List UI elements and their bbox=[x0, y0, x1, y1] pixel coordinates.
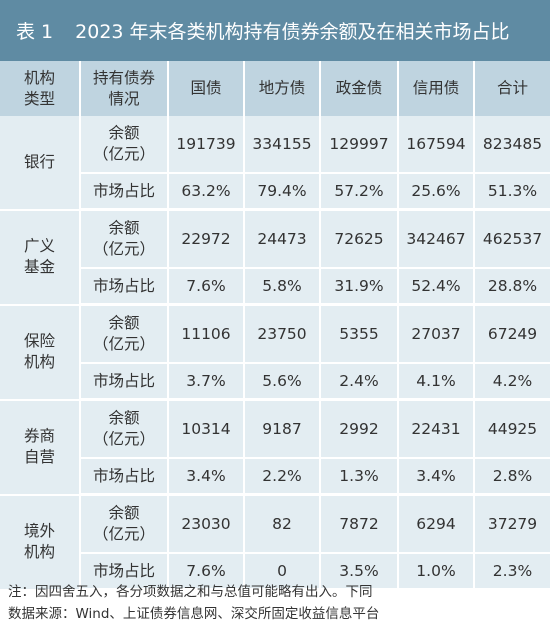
share-cell: 5.6% bbox=[244, 363, 321, 401]
amount-cell: 6294 bbox=[398, 494, 475, 554]
share-cell: 3.7% bbox=[168, 363, 245, 401]
amount-cell: 37279 bbox=[474, 494, 550, 554]
share-cell: 51.3% bbox=[474, 173, 550, 211]
amount-cell: 129997 bbox=[320, 116, 399, 174]
share-cell: 7.6% bbox=[168, 268, 245, 306]
amount-label: 余额 （亿元） bbox=[80, 304, 169, 364]
institution-name: 广义 基金 bbox=[0, 209, 81, 306]
header-institution-type: 机构 类型 bbox=[0, 61, 81, 116]
table-row: 广义 基金 余额 （亿元） 22972 24473 72625 342467 462537 bbox=[0, 209, 550, 306]
amount-cell: 23750 bbox=[244, 304, 321, 364]
amount-cell: 167594 bbox=[398, 116, 475, 174]
table-row: 市场占比 3.7% 5.6% 2.4% 4.1% 4.2% bbox=[0, 363, 550, 401]
share-cell: 5.8% bbox=[244, 268, 321, 306]
share-cell: 4.1% bbox=[398, 363, 475, 401]
amount-cell: 342467 bbox=[398, 209, 475, 269]
header-local-gov: 地方债 bbox=[244, 61, 321, 116]
share-cell: 3.4% bbox=[398, 458, 475, 496]
header-treasury: 国债 bbox=[168, 61, 245, 116]
share-label: 市场占比 bbox=[80, 173, 169, 211]
institution-name: 券商 自营 bbox=[0, 399, 81, 496]
share-cell: 3.5% bbox=[320, 553, 399, 591]
footnote-source: 数据来源：Wind、上证债券信息网、深交所固定收益信息平台 bbox=[8, 606, 380, 622]
share-cell: 1.0% bbox=[398, 553, 475, 591]
institution-name: 保险 机构 bbox=[0, 304, 81, 401]
amount-cell: 823485 bbox=[474, 116, 550, 174]
amount-cell: 22431 bbox=[398, 399, 475, 459]
share-cell: 1.3% bbox=[320, 458, 399, 496]
share-cell: 2.3% bbox=[474, 553, 550, 591]
header-holding-status: 持有债券 情况 bbox=[80, 61, 169, 116]
amount-cell: 27037 bbox=[398, 304, 475, 364]
share-cell: 79.4% bbox=[244, 173, 321, 211]
amount-cell: 9187 bbox=[244, 399, 321, 459]
share-label: 市场占比 bbox=[80, 363, 169, 401]
institution-name: 银行 bbox=[0, 116, 81, 211]
share-cell: 7.6% bbox=[168, 553, 245, 591]
share-cell: 31.9% bbox=[320, 268, 399, 306]
footnote-rounding: 注：因四舍五入，各分项数据之和与总值可能略有出入。下同 bbox=[8, 584, 373, 600]
table-row: 银行 余额 （亿元） 191739 334155 129997 167594 823485 bbox=[0, 116, 550, 211]
table-row: 境外 机构 余额 （亿元） 23030 82 7872 6294 37279 bbox=[0, 494, 550, 591]
amount-cell: 44925 bbox=[474, 399, 550, 459]
institution-name: 境外 机构 bbox=[0, 494, 81, 591]
share-cell: 2.4% bbox=[320, 363, 399, 401]
header-policy-bank: 政金债 bbox=[320, 61, 399, 116]
table-title-bar: 表 1 2023 年末各类机构持有债券余额及在相关市场占比 bbox=[0, 0, 550, 61]
amount-cell: 334155 bbox=[244, 116, 321, 174]
amount-cell: 7872 bbox=[320, 494, 399, 554]
amount-cell: 10314 bbox=[168, 399, 245, 459]
header-total: 合计 bbox=[474, 61, 550, 116]
amount-cell: 72625 bbox=[320, 209, 399, 269]
share-cell: 2.2% bbox=[244, 458, 321, 496]
share-label: 市场占比 bbox=[80, 553, 169, 591]
share-label: 市场占比 bbox=[80, 268, 169, 306]
amount-cell: 191739 bbox=[168, 116, 245, 174]
table-row: 券商 自营 余额 （亿元） 10314 9187 2992 22431 44925 bbox=[0, 399, 550, 496]
footnotes: 注：因四舍五入，各分项数据之和与总值可能略有出入。下同 数据来源：Wind、上证… bbox=[8, 581, 379, 625]
amount-cell: 24473 bbox=[244, 209, 321, 269]
table-row: 市场占比 7.6% 5.8% 31.9% 52.4% 28.8% bbox=[0, 268, 550, 306]
share-cell: 57.2% bbox=[320, 173, 399, 211]
table-number: 表 1 bbox=[16, 21, 54, 43]
amount-cell: 2992 bbox=[320, 399, 399, 459]
table-row: 市场占比 7.6% 0 3.5% 1.0% 2.3% bbox=[0, 553, 550, 591]
table-row: 市场占比 63.2% 79.4% 57.2% 25.6% 51.3% bbox=[0, 173, 550, 211]
share-cell: 28.8% bbox=[474, 268, 550, 306]
amount-cell: 462537 bbox=[474, 209, 550, 269]
header-row: 机构 类型 持有债券 情况 国债 地方债 政金债 信用债 合计 bbox=[0, 61, 550, 116]
amount-cell: 11106 bbox=[168, 304, 245, 364]
bond-holdings-table: 机构 类型 持有债券 情况 国债 地方债 政金债 信用债 合计 银行 余额 （亿元） 19… bbox=[0, 61, 550, 591]
share-label: 市场占比 bbox=[80, 458, 169, 496]
amount-cell: 82 bbox=[244, 494, 321, 554]
amount-cell: 5355 bbox=[320, 304, 399, 364]
amount-cell: 22972 bbox=[168, 209, 245, 269]
table-title: 2023 年末各类机构持有债券余额及在相关市场占比 bbox=[75, 21, 510, 43]
amount-cell: 23030 bbox=[168, 494, 245, 554]
amount-label: 余额 （亿元） bbox=[80, 494, 169, 554]
share-cell: 2.8% bbox=[474, 458, 550, 496]
share-cell: 52.4% bbox=[398, 268, 475, 306]
table-row: 市场占比 3.4% 2.2% 1.3% 3.4% 2.8% bbox=[0, 458, 550, 496]
header-credit: 信用债 bbox=[398, 61, 475, 116]
amount-cell: 67249 bbox=[474, 304, 550, 364]
amount-label: 余额 （亿元） bbox=[80, 399, 169, 459]
share-cell: 25.6% bbox=[398, 173, 475, 211]
share-cell: 0 bbox=[244, 553, 321, 591]
share-cell: 63.2% bbox=[168, 173, 245, 211]
share-cell: 4.2% bbox=[474, 363, 550, 401]
amount-label: 余额 （亿元） bbox=[80, 209, 169, 269]
amount-label: 余额 （亿元） bbox=[80, 116, 169, 174]
table-row: 保险 机构 余额 （亿元） 11106 23750 5355 27037 67249 bbox=[0, 304, 550, 401]
share-cell: 3.4% bbox=[168, 458, 245, 496]
